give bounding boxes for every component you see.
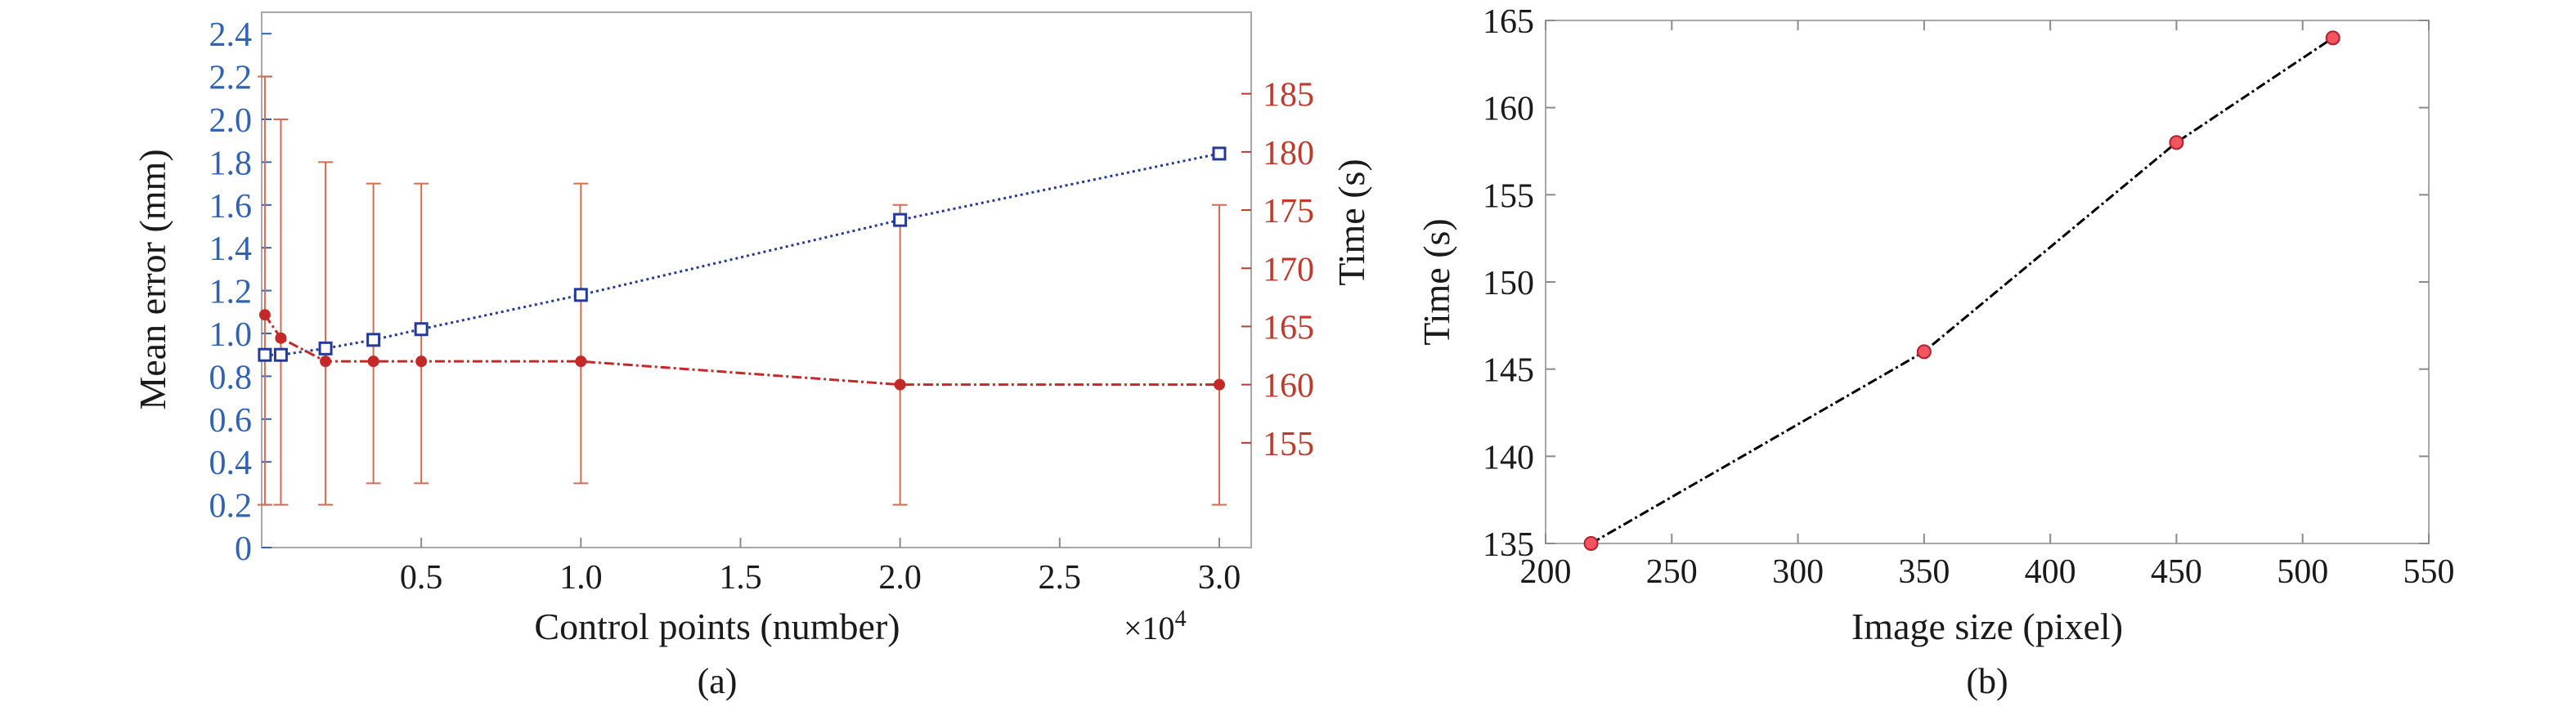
chart-b: 200 250 300 350 400 450 500 550 135 140 145 150 155 1… xyxy=(1416,3,2455,701)
chart-a-error-point xyxy=(893,212,908,227)
chart-a-time-point xyxy=(367,356,379,368)
chart-a-error-point xyxy=(414,322,429,337)
chart-b-point xyxy=(1916,344,1932,360)
chart-b-ytick-label: 150 xyxy=(1483,265,1534,302)
chart-a-time-point xyxy=(1213,378,1225,391)
chart-a-plot-frame xyxy=(261,11,1252,548)
chart-a-right-ytick-label: 155 xyxy=(1263,426,1314,463)
chart-a-error-point xyxy=(318,341,333,356)
chart-a-left-ytick-label: 2.0 xyxy=(209,102,253,140)
chart-b-xlabel: Image size (pixel) xyxy=(1851,606,2123,647)
chart-a-xtick-label: 3.0 xyxy=(1198,559,1241,597)
chart-a-markers xyxy=(258,146,1227,391)
chart-a-xlabel: Control points (number) xyxy=(534,606,900,647)
chart-b-plot-frame xyxy=(1545,20,2430,544)
chart-a-left-ytick-label: 1.0 xyxy=(209,316,253,354)
chart-a-error-point xyxy=(573,288,588,302)
chart-b-xtick-label: 500 xyxy=(2277,553,2328,591)
chart-a-xtick-label: 1.5 xyxy=(719,559,762,597)
chart-a-errorbars xyxy=(257,75,1227,506)
chart-b-ytick-label: 155 xyxy=(1483,177,1534,215)
chart-a-xtick-label: 0.5 xyxy=(400,559,443,597)
chart-a-left-ytick-label: 2.4 xyxy=(209,16,253,54)
chart-a-tick-labels: 0.5 1.0 1.5 2.0 2.5 3.0 0 0.2 0.4 0.6 0.8 1.0 1.2 1.4… xyxy=(209,16,1315,597)
chart-b-ytick-label: 160 xyxy=(1483,91,1534,128)
chart-a-left-ytick-label: 0 xyxy=(235,530,252,568)
chart-a-ylabel-left: Mean error (mm) xyxy=(132,149,173,409)
chart-a-lines xyxy=(263,152,1220,387)
chart-a-left-ytick-label: 0.4 xyxy=(209,445,253,482)
chart-b-xtick-label: 400 xyxy=(2025,553,2076,591)
chart-a-right-ytick-label: 180 xyxy=(1263,135,1314,172)
chart-a-ticks xyxy=(262,33,1251,548)
chart-a-time-point xyxy=(894,378,906,391)
chart-a-x-multiplier-exp: 4 xyxy=(1175,606,1187,632)
chart-b-lines xyxy=(1590,37,2334,545)
chart-a-right-ytick-label: 170 xyxy=(1263,251,1314,288)
chart-a-left-ytick-label: 1.6 xyxy=(209,188,253,226)
chart-a-time-point xyxy=(320,356,332,368)
chart-b-ytick-label: 145 xyxy=(1483,352,1534,390)
chart-a-left-ytick-label: 1.4 xyxy=(209,230,253,268)
chart-b-tick-labels: 200 250 300 350 400 450 500 550 135 140 145 150 155 1… xyxy=(1483,3,2455,591)
chart-b-point xyxy=(2169,135,2184,150)
chart-a-right-ytick-label: 165 xyxy=(1263,309,1314,347)
chart-a-left-ytick-label: 2.2 xyxy=(209,60,253,97)
chart-b-ylabel: Time (s) xyxy=(1416,218,1457,346)
chart-b-ytick-label: 140 xyxy=(1483,439,1534,476)
chart-a-left-ytick-label: 1.8 xyxy=(209,145,253,182)
chart-b-ytick-label: 135 xyxy=(1483,526,1534,564)
chart-a: 0.5 1.0 1.5 2.0 2.5 3.0 0 0.2 0.4 0.6 0.8 1.0 1.2 1.4… xyxy=(132,11,1372,701)
chart-a-left-ytick-label: 0.8 xyxy=(209,359,253,396)
chart-b-point xyxy=(1583,536,1599,551)
chart-a-right-ytick-label: 160 xyxy=(1263,368,1314,405)
chart-b-xtick-label: 250 xyxy=(1646,553,1698,591)
chart-a-time-point xyxy=(575,356,587,368)
chart-a-time-line xyxy=(263,314,1219,387)
chart-b-xtick-label: 300 xyxy=(1772,553,1824,591)
chart-a-left-ytick-label: 1.2 xyxy=(209,274,253,311)
chart-a-error-point xyxy=(273,347,288,362)
chart-a-error-point xyxy=(258,347,272,362)
chart-a-left-ytick-label: 0.2 xyxy=(209,488,253,525)
chart-a-error-line xyxy=(264,152,1220,356)
chart-a-left-ytick-label: 0.6 xyxy=(209,402,253,440)
chart-a-time-point xyxy=(415,356,428,368)
chart-a-ylabel-right: Time (s) xyxy=(1331,159,1372,286)
chart-a-right-ytick-label: 175 xyxy=(1263,193,1314,230)
chart-b-line xyxy=(1590,37,2334,545)
chart-b-markers xyxy=(1583,30,2340,551)
chart-b-xtick-label: 200 xyxy=(1520,553,1572,591)
chart-a-time-point xyxy=(275,332,287,344)
chart-b-xtick-label: 450 xyxy=(2151,553,2202,591)
chart-a-x-multiplier: ×104 xyxy=(1124,606,1187,646)
chart-b-ticks xyxy=(1545,20,2430,544)
chart-a-error-point xyxy=(1212,146,1227,161)
chart-a-x-multiplier-base: ×10 xyxy=(1124,610,1175,646)
chart-b-xtick-label: 550 xyxy=(2403,553,2455,591)
chart-a-error-point xyxy=(366,333,381,347)
chart-b-ytick-label: 165 xyxy=(1483,3,1534,41)
chart-a-xtick-label: 2.0 xyxy=(878,559,922,597)
chart-a-right-ytick-label: 185 xyxy=(1263,77,1314,114)
chart-b-xtick-label: 350 xyxy=(1898,553,1950,591)
chart-a-xtick-label: 1.0 xyxy=(559,559,603,597)
chart-b-panel-label: (b) xyxy=(1966,661,2008,701)
chart-a-panel-label: (a) xyxy=(698,661,738,701)
chart-a-time-point xyxy=(258,309,271,321)
chart-b-point xyxy=(2325,30,2340,46)
chart-a-xtick-label: 2.5 xyxy=(1039,559,1082,597)
